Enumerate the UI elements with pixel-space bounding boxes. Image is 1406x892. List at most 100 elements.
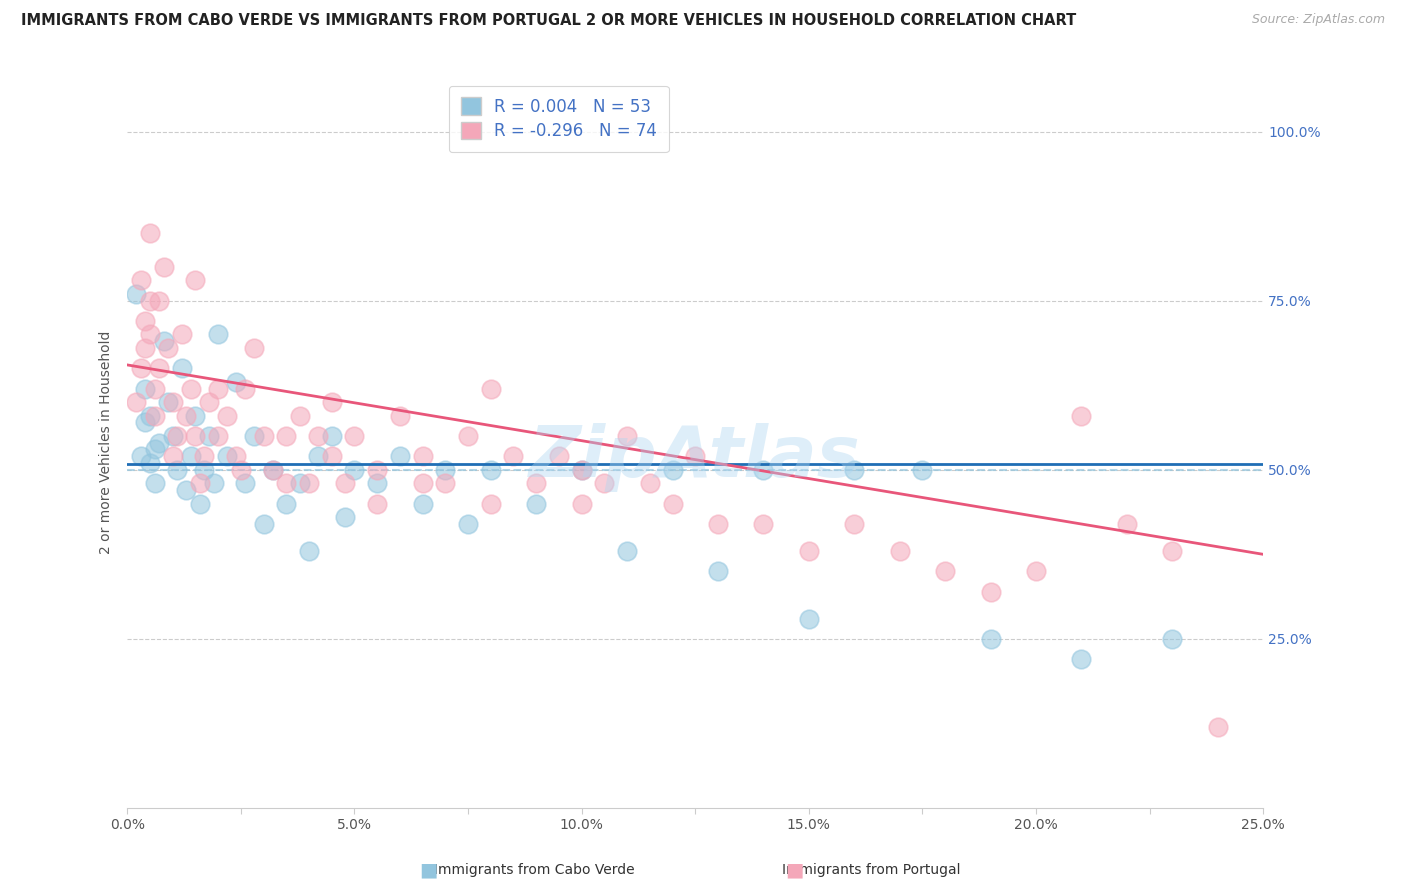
Point — [502, 449, 524, 463]
Point — [412, 476, 434, 491]
Point — [262, 463, 284, 477]
Point — [889, 544, 911, 558]
Point — [479, 463, 502, 477]
Point — [307, 449, 329, 463]
Point — [152, 260, 174, 274]
Point — [321, 449, 343, 463]
Point — [170, 327, 193, 342]
Point — [616, 429, 638, 443]
Point — [134, 314, 156, 328]
Point — [661, 497, 683, 511]
Point — [180, 449, 202, 463]
Point — [288, 476, 311, 491]
Point — [524, 476, 547, 491]
Point — [134, 382, 156, 396]
Point — [298, 476, 321, 491]
Point — [162, 395, 184, 409]
Point — [162, 429, 184, 443]
Point — [752, 463, 775, 477]
Point — [139, 409, 162, 423]
Point — [262, 463, 284, 477]
Point — [1161, 632, 1184, 646]
Point — [143, 442, 166, 457]
Point — [157, 395, 180, 409]
Point — [1115, 516, 1137, 531]
Text: ZipAtlas: ZipAtlas — [529, 423, 860, 491]
Point — [548, 449, 571, 463]
Point — [143, 476, 166, 491]
Point — [217, 409, 239, 423]
Point — [343, 463, 366, 477]
Point — [1161, 544, 1184, 558]
Point — [276, 497, 298, 511]
Point — [288, 409, 311, 423]
Point — [207, 382, 229, 396]
Point — [434, 463, 457, 477]
Point — [457, 429, 479, 443]
Point — [229, 463, 252, 477]
Point — [152, 334, 174, 349]
Text: Immigrants from Portugal: Immigrants from Portugal — [783, 863, 960, 877]
Point — [252, 429, 274, 443]
Point — [235, 476, 257, 491]
Point — [844, 463, 866, 477]
Point — [129, 449, 152, 463]
Point — [366, 476, 388, 491]
Point — [797, 611, 820, 625]
Point — [457, 516, 479, 531]
Point — [343, 429, 366, 443]
Point — [797, 544, 820, 558]
Point — [707, 516, 730, 531]
Point — [184, 409, 207, 423]
Point — [139, 226, 162, 240]
Point — [321, 429, 343, 443]
Point — [479, 497, 502, 511]
Y-axis label: 2 or more Vehicles in Household: 2 or more Vehicles in Household — [100, 331, 114, 555]
Point — [134, 341, 156, 355]
Point — [366, 497, 388, 511]
Point — [638, 476, 661, 491]
Point — [366, 463, 388, 477]
Point — [162, 449, 184, 463]
Point — [193, 449, 215, 463]
Point — [166, 429, 188, 443]
Point — [524, 497, 547, 511]
Point — [143, 409, 166, 423]
Point — [243, 429, 266, 443]
Point — [176, 409, 198, 423]
Point — [139, 293, 162, 308]
Point — [616, 544, 638, 558]
Point — [980, 584, 1002, 599]
Point — [276, 429, 298, 443]
Point — [752, 516, 775, 531]
Text: ■: ■ — [419, 860, 439, 880]
Point — [235, 382, 257, 396]
Point — [207, 327, 229, 342]
Point — [148, 435, 170, 450]
Point — [225, 449, 247, 463]
Point — [412, 449, 434, 463]
Point — [207, 429, 229, 443]
Point — [125, 395, 148, 409]
Point — [148, 293, 170, 308]
Point — [412, 497, 434, 511]
Point — [180, 382, 202, 396]
Point — [125, 286, 148, 301]
Point — [184, 429, 207, 443]
Point — [321, 395, 343, 409]
Point — [129, 361, 152, 376]
Point — [571, 463, 593, 477]
Point — [193, 463, 215, 477]
Point — [1070, 409, 1092, 423]
Point — [1206, 720, 1229, 734]
Point — [707, 564, 730, 578]
Point — [217, 449, 239, 463]
Text: Source: ZipAtlas.com: Source: ZipAtlas.com — [1251, 13, 1385, 27]
Point — [176, 483, 198, 497]
Point — [166, 463, 188, 477]
Point — [252, 516, 274, 531]
Point — [157, 341, 180, 355]
Point — [571, 463, 593, 477]
Point — [388, 449, 411, 463]
Point — [934, 564, 956, 578]
